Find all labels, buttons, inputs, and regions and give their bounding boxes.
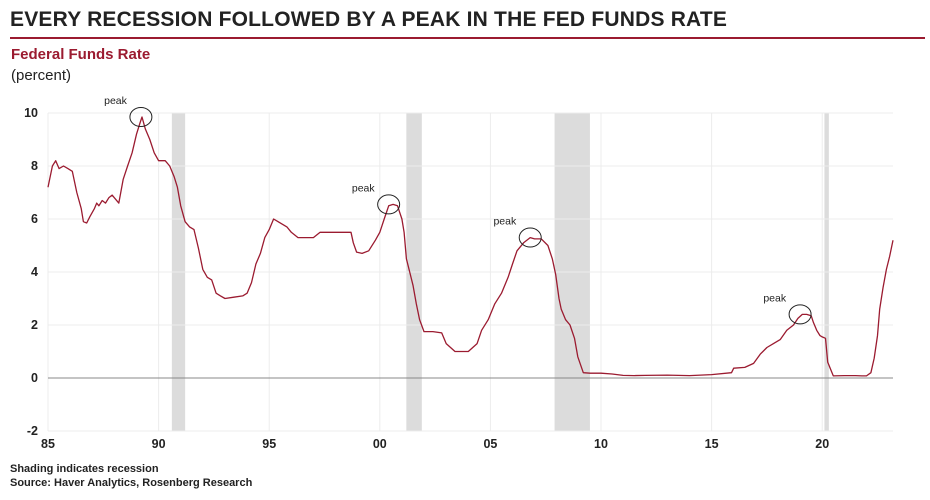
peak-label: peak <box>104 95 128 107</box>
series-group <box>47 116 894 377</box>
unit-label: (percent) <box>11 67 72 84</box>
x-tick-label: 15 <box>705 437 719 451</box>
annotations-group: peak peak peak peak <box>104 95 812 325</box>
y-tick-label: 10 <box>24 106 38 120</box>
chart-headline: EVERY RECESSION FOLLOWED BY A PEAK IN TH… <box>10 8 728 31</box>
peak-label: peak <box>493 216 517 228</box>
series-line <box>47 116 894 377</box>
x-tick-label: 10 <box>594 437 608 451</box>
grid-group <box>47 112 893 432</box>
y-tick-label: 2 <box>31 318 38 332</box>
y-tick-label: -2 <box>27 424 38 438</box>
y-tick-label: 6 <box>31 212 38 226</box>
x-tick-label: 90 <box>152 437 166 451</box>
x-tick-label: 05 <box>483 437 497 451</box>
peak-label: peak <box>763 292 787 304</box>
peak-circle <box>788 304 812 325</box>
footnote-source: Source: Haver Analytics, Rosenberg Resea… <box>10 477 253 489</box>
y-tick-label: 0 <box>31 371 38 385</box>
x-tick-label: 85 <box>41 437 55 451</box>
x-tick-label: 95 <box>262 437 276 451</box>
peak-circle <box>518 227 542 248</box>
chart-subtitle: Federal Funds Rate <box>11 46 151 63</box>
y-tick-label: 8 <box>31 159 38 173</box>
x-tick-label: 00 <box>373 437 387 451</box>
x-tick-label: 20 <box>815 437 829 451</box>
tick-labels-group: -2 0 2 4 6 8 10 85 90 95 00 05 10 15 20 <box>24 106 829 451</box>
peak-circle <box>129 106 153 127</box>
title-rule <box>10 37 925 39</box>
peak-circle <box>377 194 401 215</box>
footnote-shading: Shading indicates recession <box>10 463 159 475</box>
peak-label: peak <box>352 182 376 194</box>
y-tick-label: 4 <box>31 265 38 279</box>
